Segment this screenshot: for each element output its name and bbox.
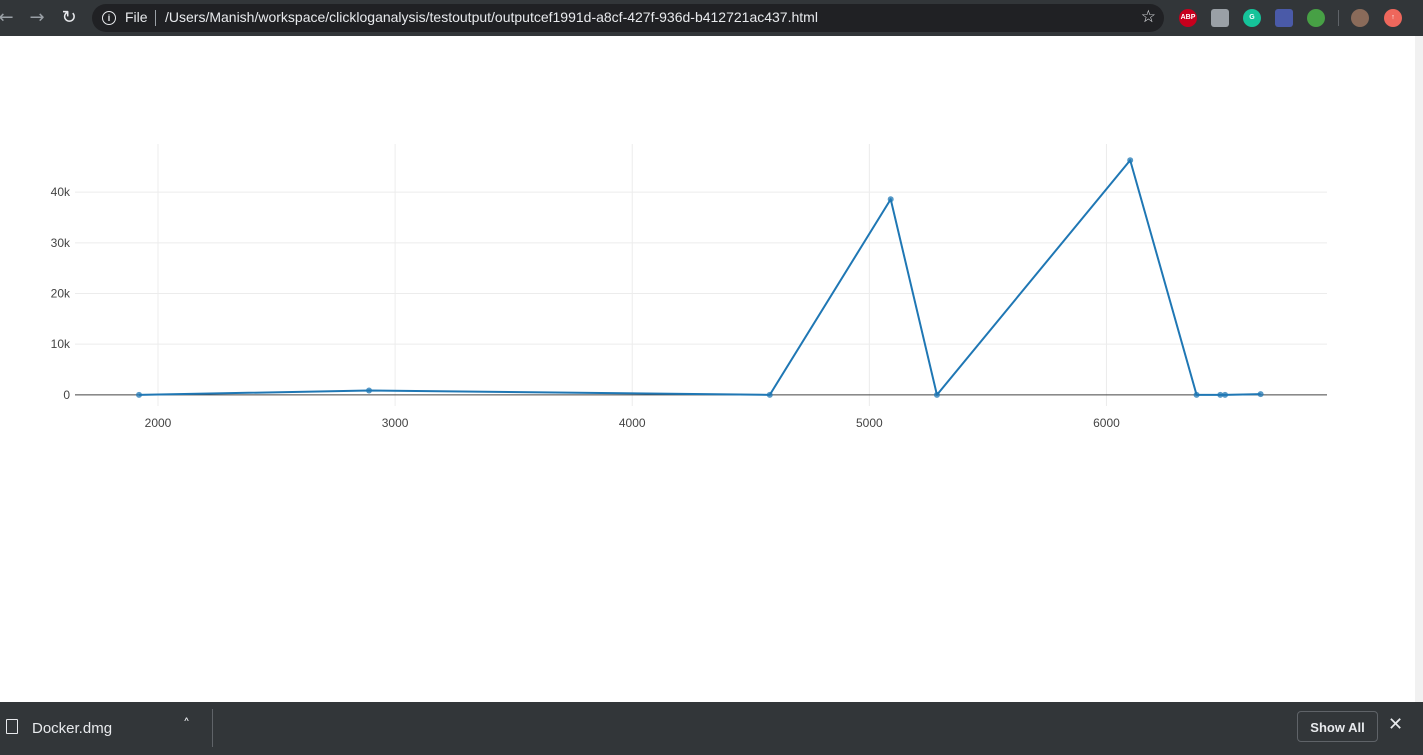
download-divider [212, 709, 213, 747]
omnibox-divider [155, 10, 156, 26]
profile-avatar-icon[interactable] [1351, 9, 1369, 27]
y-tick-label: 20k [51, 286, 71, 300]
update-icon[interactable]: ↑ [1384, 9, 1402, 27]
data-point[interactable] [1127, 157, 1134, 164]
vertical-scrollbar[interactable] [1415, 36, 1423, 702]
data-point[interactable] [933, 391, 940, 398]
extension-icon[interactable] [1211, 9, 1229, 27]
file-icon [6, 719, 18, 734]
y-axis-tick-labels: 0 10k 20k 30k 40k [51, 185, 71, 402]
data-point[interactable] [1222, 391, 1229, 398]
y-tick-label: 0 [63, 388, 70, 402]
bookmark-star-icon[interactable]: ☆ [1140, 7, 1156, 27]
show-all-button[interactable]: Show All [1297, 711, 1378, 742]
x-tick-label: 2000 [145, 416, 172, 430]
series-line [139, 159, 1261, 396]
y-tick-label: 30k [51, 236, 71, 250]
scheme-label: File [125, 9, 148, 25]
close-icon[interactable]: ✕ [1388, 714, 1404, 735]
abp-icon[interactable]: ABP [1179, 9, 1197, 27]
data-point[interactable] [766, 391, 773, 398]
grammarly-icon[interactable]: G [1243, 9, 1261, 27]
data-point[interactable] [1193, 391, 1200, 398]
line-chart: 2000 3000 4000 5000 6000 0 10k 20k 30k 40k [51, 144, 1327, 430]
back-icon[interactable]: ← [0, 7, 14, 28]
chevron-up-icon[interactable]: ˄ [183, 717, 190, 733]
data-point[interactable] [136, 391, 143, 398]
toolbar-divider [1338, 10, 1339, 26]
address-bar[interactable]: i File /Users/Manish/workspace/clickloga… [92, 4, 1164, 32]
series-group [136, 157, 1264, 398]
x-tick-label: 4000 [619, 416, 646, 430]
y-tick-label: 40k [51, 185, 71, 199]
x-tick-label: 6000 [1093, 416, 1120, 430]
x-axis-tick-labels: 2000 3000 4000 5000 6000 [145, 416, 1121, 430]
browser-toolbar: ← → ↻ i File /Users/Manish/workspace/cli… [0, 0, 1423, 36]
vertical-gridlines [157, 144, 1107, 406]
y-tick-label: 10k [51, 337, 71, 351]
data-point[interactable] [887, 196, 894, 203]
horizontal-gridlines [75, 191, 1327, 345]
download-file-name[interactable]: Docker.dmg [32, 720, 113, 737]
data-point[interactable] [366, 387, 373, 394]
data-point[interactable] [1217, 391, 1224, 398]
page-content: 2000 3000 4000 5000 6000 0 10k 20k 30k 40k [0, 36, 1415, 702]
extension-green-icon[interactable] [1307, 9, 1325, 27]
info-icon[interactable]: i [102, 11, 116, 25]
download-bar: Docker.dmg ˄ Show All ✕ [0, 702, 1423, 755]
x-tick-label: 3000 [382, 416, 409, 430]
forward-icon[interactable]: → [29, 7, 45, 28]
url-text[interactable]: /Users/Manish/workspace/clickloganalysis… [165, 9, 818, 25]
extension-window-icon[interactable] [1275, 9, 1293, 27]
x-tick-label: 5000 [856, 416, 883, 430]
reload-icon[interactable]: ↻ [61, 7, 77, 28]
data-point[interactable] [1257, 391, 1264, 398]
